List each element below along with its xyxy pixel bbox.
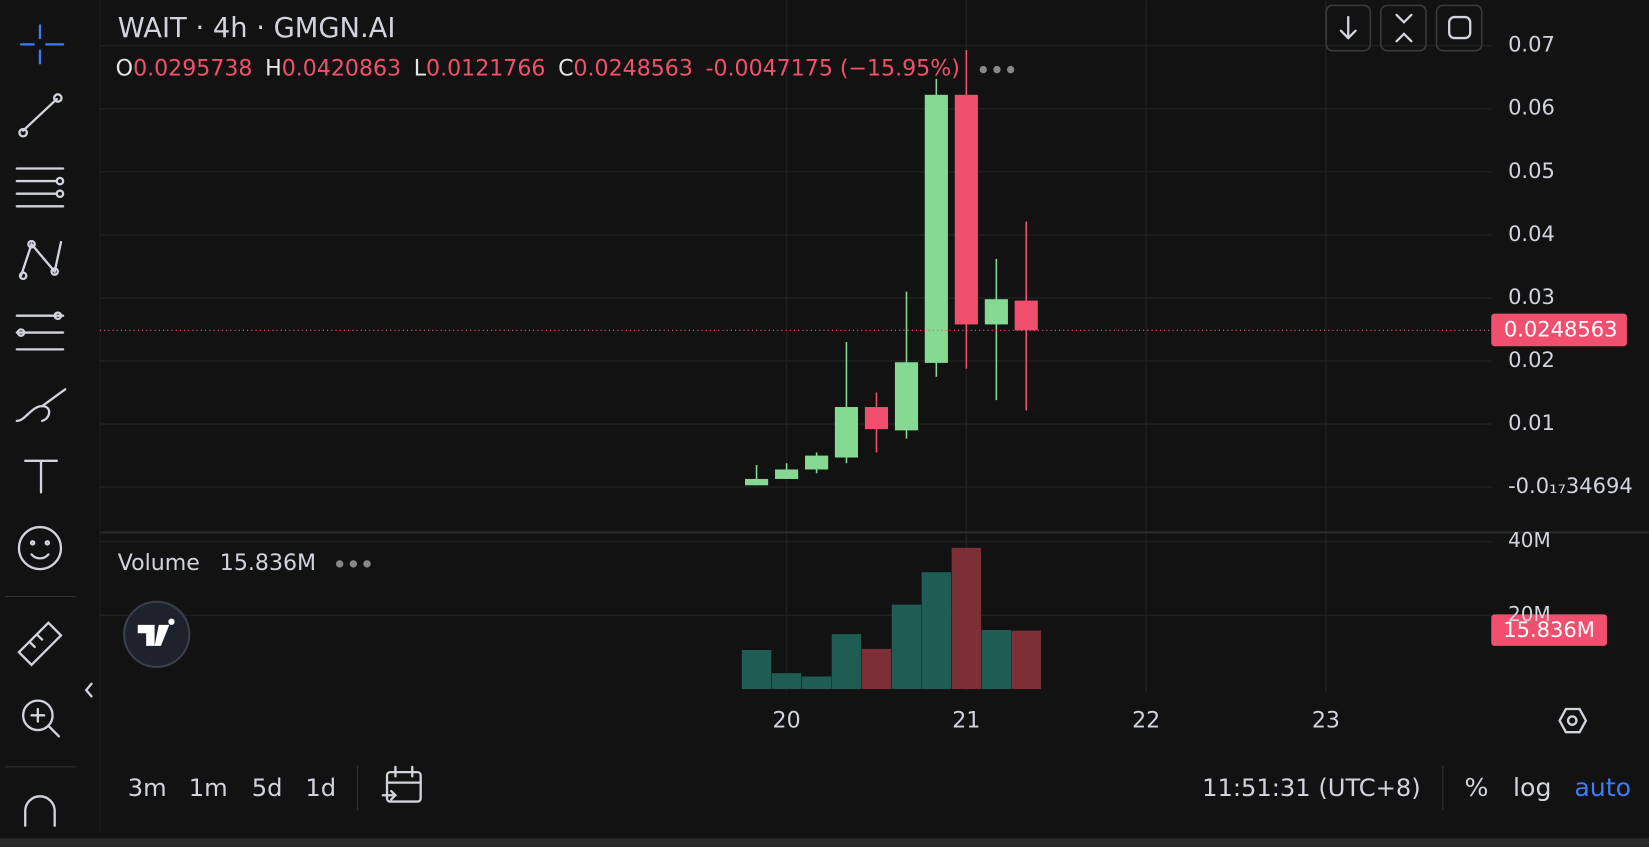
- candle-body: [805, 455, 829, 470]
- price-label: 0.0248563: [1504, 316, 1618, 341]
- ohlc-letter: O: [116, 57, 133, 82]
- range-button[interactable]: 1d: [305, 774, 336, 802]
- volume-bar: [801, 676, 832, 690]
- candle-body: [894, 362, 919, 431]
- scale-button[interactable]: auto: [1574, 773, 1631, 802]
- candle-body: [864, 407, 889, 430]
- collapse[interactable]: [84, 682, 93, 698]
- x-tick-label: 20: [773, 709, 801, 734]
- drawing-toolbar[interactable]: [15, 24, 67, 827]
- volume-more[interactable]: [336, 560, 371, 568]
- volume-bar: [1011, 630, 1041, 690]
- y-tick-label: 20M: [1508, 602, 1551, 626]
- volume-value: 15.836M: [220, 551, 316, 576]
- volume-title: Volume: [118, 551, 200, 576]
- volume-label-box: [1491, 614, 1607, 646]
- y-tick-label: 40M: [1508, 528, 1551, 552]
- pane-buttons[interactable]: [1325, 4, 1483, 52]
- y-tick-label: 0.02: [1508, 347, 1555, 372]
- marks: [99, 50, 1492, 690]
- x-tick-label: 21: [952, 709, 980, 734]
- bottom-strip: [0, 838, 1649, 847]
- y-tick-label: 0.03: [1508, 284, 1555, 309]
- volume-bar: [981, 630, 1012, 690]
- clock: 11:51:31 (UTC+8): [1202, 774, 1421, 802]
- y-tick-label: 0.01: [1508, 410, 1555, 435]
- candle-body: [745, 478, 769, 486]
- volume-bar: [741, 649, 772, 690]
- y-tick-label: -0.0₁₇34694: [1508, 473, 1633, 498]
- grid: [99, 0, 1492, 692]
- range-button[interactable]: 3m: [128, 774, 167, 802]
- price-label-box: [1491, 313, 1627, 347]
- ohlc-value: 0.0248563: [573, 57, 692, 82]
- ohlc-letter: C: [558, 57, 573, 82]
- y-tick-label: 0.06: [1508, 95, 1555, 120]
- scale-button[interactable]: %: [1465, 773, 1489, 802]
- y-tick-label: 0.04: [1508, 221, 1555, 246]
- logo[interactable]: [123, 600, 191, 669]
- volume-bar: [921, 572, 952, 690]
- ohlc-value: 0.0121766: [426, 57, 545, 82]
- volume-bar: [951, 547, 982, 690]
- volume-bar: [831, 634, 862, 690]
- legend-more[interactable]: [979, 65, 1015, 74]
- pane-icons: [1339, 13, 1472, 43]
- y-tick-label: 0.07: [1508, 32, 1555, 57]
- volume-bar: [771, 673, 802, 690]
- range-button[interactable]: 1m: [189, 774, 228, 802]
- ohlc-value: 0.0295738: [133, 57, 252, 82]
- candle-body: [1014, 300, 1038, 331]
- candle-body: [954, 94, 978, 325]
- bottom-bar: 3m 1m 5d 1d 11:51:31 (UTC+8)% log auto: [128, 773, 1631, 802]
- logo-mark: [137, 618, 175, 646]
- settings[interactable]: [1558, 707, 1588, 734]
- ohlc-letter: H: [265, 57, 282, 82]
- change: -0.0047175 (−15.95%): [706, 57, 960, 82]
- candle-body: [924, 94, 948, 363]
- date-range[interactable]: [381, 765, 422, 803]
- ohlc-legend: O0.0295738 H0.0420863 L0.0121766 C0.0248563…: [116, 57, 960, 82]
- ohlc-letter: L: [414, 57, 427, 82]
- scale-button[interactable]: log: [1513, 773, 1551, 802]
- x-tick-label: 23: [1312, 709, 1340, 734]
- candle-body: [775, 469, 799, 479]
- chart-title: WAIT · 4h · GMGN.AI: [118, 13, 396, 44]
- candle-body: [834, 407, 859, 458]
- settings-dot: [1566, 715, 1578, 726]
- volume-bar: [891, 604, 922, 690]
- x-tick-label: 22: [1132, 709, 1160, 734]
- volume-label: 15.836M: [1503, 617, 1595, 642]
- y-tick-label: 0.05: [1508, 158, 1555, 183]
- ohlc-value: 0.0420863: [282, 57, 401, 82]
- range-button[interactable]: 5d: [252, 774, 283, 802]
- candle-body: [984, 299, 1008, 325]
- volume-bar: [861, 648, 892, 690]
